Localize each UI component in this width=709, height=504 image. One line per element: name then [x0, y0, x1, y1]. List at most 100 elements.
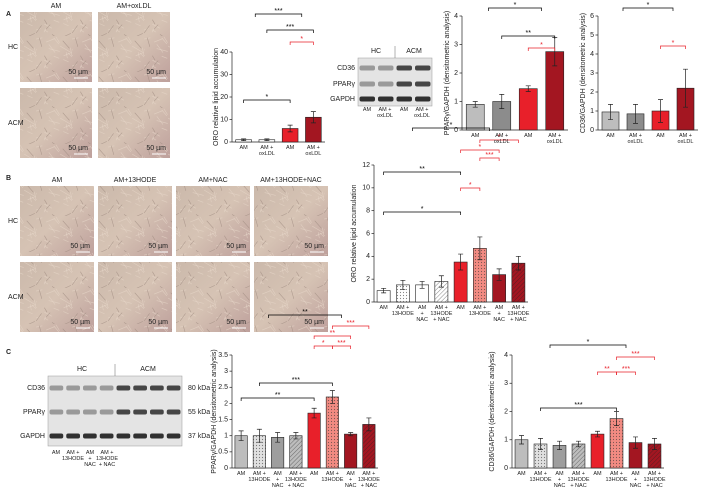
significance-bracket: [332, 345, 351, 349]
bar-pattern: [289, 435, 303, 468]
blot-band: [166, 385, 181, 391]
y-tick-label: 0: [454, 127, 458, 134]
significance-label: *: [469, 182, 472, 189]
significance-bracket: [254, 13, 303, 17]
significance-label: ***: [574, 402, 582, 409]
blot-group-label: HC: [77, 366, 87, 373]
blot-lane-label: AM + oxLDL: [414, 107, 430, 119]
y-tick-label: 2: [504, 408, 508, 415]
significance-bracket: [243, 99, 291, 103]
scale-bar-label: 50 µm: [70, 319, 90, 326]
error-bar: [366, 417, 372, 432]
x-tick-label: AM + 13HODE: [605, 471, 628, 483]
micrograph-texture: [20, 262, 94, 332]
scale-bar-label: 50 µm: [226, 243, 246, 250]
blot-band: [66, 385, 80, 391]
significance-bracket: [540, 407, 617, 411]
y-axis-label: ORO relative lipid accumulation: [351, 184, 358, 282]
micrograph-texture: [20, 12, 92, 82]
significance-label: ***: [622, 366, 630, 373]
bar-pattern: [610, 418, 623, 468]
significance-label: *: [300, 36, 303, 43]
blot-band: [396, 81, 412, 87]
y-tick-label: 0: [224, 139, 228, 146]
error-bar: [477, 236, 483, 261]
blot-band: [116, 409, 131, 415]
x-tick-label: AM: [237, 471, 246, 477]
micrograph-texture: [176, 262, 250, 332]
error-bar: [287, 124, 293, 133]
y-tick-label: 10: [362, 185, 370, 192]
panel-label: C: [6, 349, 11, 356]
image-row-label: HC: [8, 44, 18, 51]
y-tick-label: 20: [220, 94, 228, 101]
bar-pattern: [253, 435, 266, 468]
y-tick-label: 0: [224, 465, 228, 472]
blot-band: [415, 96, 431, 102]
image-column-label: AM: [52, 177, 63, 184]
significance-label: *: [587, 339, 590, 346]
panel-label: A: [6, 11, 11, 18]
scale-bar-label: 50 µm: [148, 319, 168, 326]
blot-protein-label: GAPDH: [330, 96, 355, 103]
blot-lane-label: AM + 13HODE + NAC: [96, 450, 119, 468]
significance-label: **: [526, 30, 532, 37]
x-tick-label: AM: [524, 133, 533, 139]
error-bar: [538, 437, 543, 450]
significance-label: *: [421, 206, 424, 213]
significance-bracket: [622, 7, 674, 11]
x-tick-label: AM: [656, 133, 665, 139]
significance-label: **: [302, 309, 308, 316]
error-bar: [608, 104, 613, 120]
y-tick-label: 1: [224, 433, 228, 440]
blot-protein-label: GAPDH: [20, 433, 45, 440]
error-bar: [525, 85, 531, 92]
y-tick-label: 2: [224, 400, 228, 407]
blot-band: [359, 65, 375, 71]
y-tick-label: 0: [590, 127, 594, 134]
micrograph-texture: [20, 186, 94, 256]
y-tick-label: 4: [504, 352, 508, 359]
x-tick-label: AM + oxLDL: [677, 133, 694, 145]
significance-label: *: [672, 40, 675, 47]
blot-band: [415, 81, 431, 87]
x-tick-label: AM: [471, 133, 480, 139]
x-tick-label: AM + 13HODE: [529, 471, 552, 483]
scale-bar-label: 50 µm: [304, 319, 324, 326]
x-tick-label: AM + oxLDL: [258, 145, 275, 157]
significance-bracket: [332, 325, 370, 329]
blot-band: [49, 385, 64, 391]
blot-band: [166, 409, 181, 415]
x-tick-label: AM + 13HODE + NAC: [357, 471, 380, 489]
image-row-label: ACM: [8, 294, 24, 301]
x-tick-label: AM: [239, 145, 248, 151]
error-bar: [275, 432, 281, 443]
image-row-label: HC: [8, 218, 18, 225]
blot-protein-label: PPARγ: [23, 409, 46, 416]
x-tick-label: AM + oxLDL: [546, 133, 563, 145]
error-bar: [256, 428, 262, 443]
micrograph-texture: [254, 262, 328, 332]
x-tick-label: AM + NAC: [553, 471, 566, 489]
x-tick-label: AM + NAC: [493, 305, 505, 323]
blot-band: [378, 65, 394, 71]
blot-group-label: HC: [371, 48, 381, 55]
x-tick-label: AM + 13HODE: [321, 471, 344, 483]
error-bar: [633, 436, 638, 449]
significance-bracket: [460, 149, 500, 153]
error-bar: [652, 437, 657, 450]
significance-bracket: [259, 382, 333, 386]
y-tick-label: 2: [366, 276, 370, 283]
image-column-label: AM+13HODE+NAC: [260, 177, 321, 184]
blot-protein-label: CD36: [27, 385, 45, 392]
blot-band: [396, 96, 412, 102]
error-bar: [576, 440, 581, 448]
error-bar: [241, 138, 247, 141]
significance-label: *: [498, 134, 501, 141]
bar-pattern: [473, 248, 487, 302]
blot-band: [83, 433, 97, 439]
y-tick-label: 6: [366, 230, 370, 237]
micrograph-texture: [254, 186, 328, 256]
bar: [307, 412, 321, 469]
